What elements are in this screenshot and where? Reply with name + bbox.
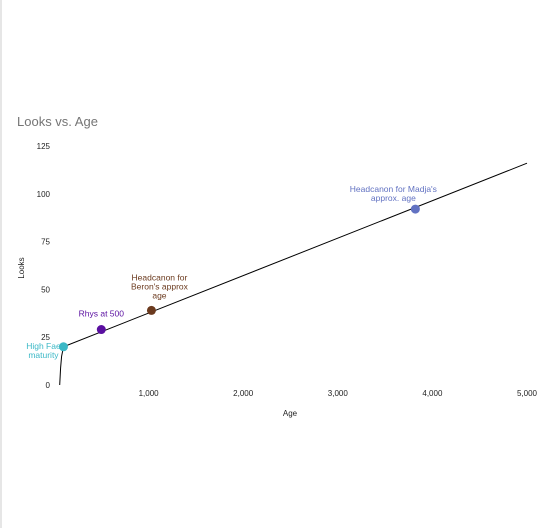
y-axis-label: Looks <box>17 257 26 278</box>
annotation-point <box>410 204 420 214</box>
y-tick-label: 125 <box>37 142 51 151</box>
x-tick-label: 5,000 <box>517 389 538 398</box>
annotation-label: High Fae maturity <box>26 341 61 360</box>
y-axis-ticks: 0 25 50 75 100 125 <box>37 142 51 390</box>
chart-title: Looks vs. Age <box>17 114 98 129</box>
x-tick-label: 1,000 <box>139 389 160 398</box>
y-tick-label: 100 <box>37 190 51 199</box>
x-tick-label: 4,000 <box>422 389 443 398</box>
left-border <box>0 0 2 528</box>
y-tick-label: 50 <box>41 285 50 294</box>
annotation-point <box>96 325 106 335</box>
annotation-point <box>58 342 68 352</box>
y-tick-label: 0 <box>46 381 51 390</box>
x-axis-ticks: 1,000 2,000 3,000 4,000 5,000 <box>139 389 538 398</box>
annotation-labels: High Fae maturity Rhys at 500 Headcanon for… <box>26 184 437 360</box>
y-tick-label: 25 <box>41 333 50 342</box>
series-line <box>59 162 528 386</box>
y-tick-label: 75 <box>41 238 50 247</box>
annotation-points <box>58 204 420 352</box>
annotation-label: Rhys at 500 <box>79 309 125 319</box>
x-tick-label: 2,000 <box>233 389 254 398</box>
annotation-label: Headcanon for Madja's approx. age <box>350 184 437 203</box>
annotation-label: Headcanon for Beron's approx age <box>131 272 189 300</box>
x-tick-label: 3,000 <box>328 389 349 398</box>
annotation-point <box>146 305 156 315</box>
x-axis-label: Age <box>283 409 298 418</box>
